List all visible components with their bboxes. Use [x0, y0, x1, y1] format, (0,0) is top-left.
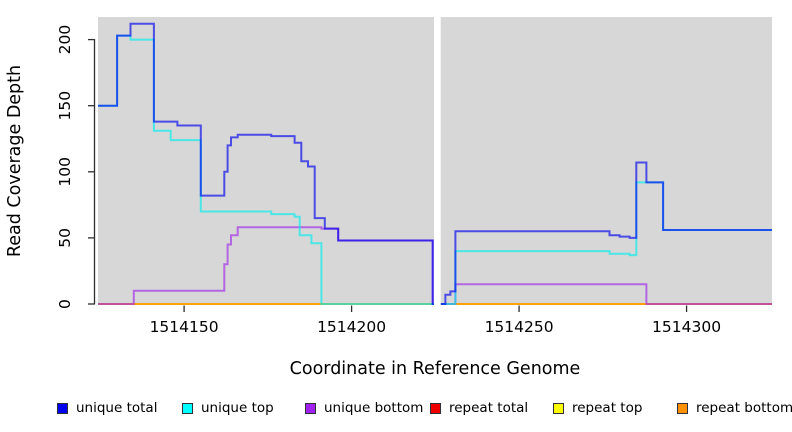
y-axis-title: Read Coverage Depth	[5, 65, 25, 257]
x-tick-label: 1514150	[150, 318, 219, 336]
legend-label: unique bottom	[324, 400, 424, 416]
legend-label: repeat top	[572, 400, 643, 416]
y-tick-label: 150	[56, 91, 74, 121]
x-axis-title: Coordinate in Reference Genome	[290, 359, 581, 379]
legend-label: repeat bottom	[696, 400, 792, 416]
repeat-top-swatch-icon	[553, 402, 564, 414]
x-tick-label: 1514200	[317, 318, 386, 336]
y-tick-label: 0	[56, 299, 74, 309]
x-tick-label: 1514300	[652, 318, 721, 336]
unique-bottom-swatch-icon	[305, 402, 316, 414]
legend-item-unique-top: unique top	[182, 401, 274, 415]
unique-top-swatch-icon	[182, 402, 193, 414]
series-line-unique-total	[98, 22, 434, 305]
repeat-total-swatch-icon	[430, 402, 441, 414]
legend-item-repeat-bottom: repeat bottom	[677, 401, 792, 415]
legend-label: repeat total	[449, 400, 529, 416]
x-tick-label: 1514250	[485, 318, 554, 336]
legend-label: unique total	[76, 400, 158, 416]
plot-generated-content: 0 50 100 150 200 1514150 1514200 1514250 1514300	[56, 16, 772, 336]
legend: unique total unique top unique bottom re…	[0, 401, 792, 419]
no-data-gap-band	[434, 16, 441, 306]
legend-item-repeat-top: repeat top	[553, 401, 642, 415]
legend-item-unique-total: unique total	[57, 401, 157, 415]
y-tick-label: 50	[56, 228, 74, 248]
series-line-unique-top	[98, 34, 434, 305]
legend-item-repeat-total: repeat total	[430, 401, 528, 415]
series-line-unique-total	[440, 161, 772, 305]
unique-total-swatch-icon	[57, 402, 68, 414]
legend-item-unique-bottom: unique bottom	[305, 401, 423, 415]
repeat-bottom-swatch-icon	[677, 402, 688, 414]
y-tick-label: 200	[56, 25, 74, 55]
y-tick-label: 100	[56, 157, 74, 187]
legend-label: unique top	[201, 400, 274, 416]
